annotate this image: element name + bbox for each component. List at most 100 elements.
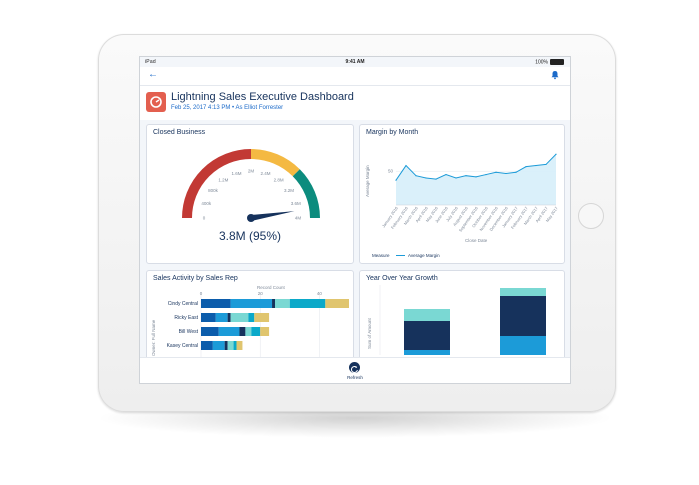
yoy-bar-segment: [404, 321, 450, 350]
margin-by-month-title: Margin by Month: [366, 129, 419, 136]
sales-bar-segment: [215, 313, 228, 322]
gauge-tick-label: 1.6M: [231, 171, 241, 176]
margin-point: [395, 179, 397, 181]
margin-ylabel: Average Margin: [365, 165, 370, 197]
dashboard-icon: [146, 92, 166, 112]
refresh-icon[interactable]: [349, 362, 360, 373]
margin-point: [455, 177, 457, 179]
gauge-tick-label: 1.2M: [218, 177, 228, 182]
sales-bar-segment: [275, 299, 290, 308]
sales-bar-segment: [224, 341, 228, 350]
margin-xlabel: Close Date: [465, 238, 488, 243]
sales-activity-title: Sales Activity by Sales Rep: [153, 275, 238, 282]
sales-bar-segment: [233, 341, 237, 350]
device-label: iPad: [145, 59, 156, 65]
margin-area: [396, 154, 556, 205]
gauge-band-1: [250, 149, 300, 177]
home-button[interactable]: [578, 203, 604, 229]
gauge-tick-label: 4M: [295, 216, 302, 221]
gauge-tick-label: 0: [203, 216, 206, 221]
battery-percent: 100%: [535, 59, 548, 66]
legend-item: Average Margin: [408, 253, 440, 258]
sales-bar-segment: [248, 313, 255, 322]
gauge-tick-label: 3.2M: [284, 188, 294, 193]
yoy-bar-segment: [500, 336, 546, 355]
legend-title: Measure: [372, 253, 390, 258]
margin-point: [515, 171, 517, 173]
margin-point: [475, 176, 477, 178]
yoy-bar-chart: [379, 285, 546, 355]
legend-swatch: [396, 255, 405, 256]
status-bar: iPad 9:41 AM 100%: [140, 57, 570, 67]
sales-xtick: 0: [200, 291, 203, 296]
closed-business-gauge: 0 400k 800k 1.2M1.6M 2M 2.4M2.8M 3.2M 3.6M 4M: [182, 149, 320, 222]
sales-rep-label: Ricky East: [174, 315, 198, 321]
gauge-tick-label: 2.8M: [274, 177, 284, 182]
sales-bar-segment: [201, 299, 231, 308]
sales-bar-segment: [201, 341, 213, 350]
bottom-bar: Refresh: [140, 357, 570, 383]
margin-point: [485, 173, 487, 176]
sales-xlabel: Record Count: [257, 285, 285, 290]
margin-point: [535, 164, 537, 167]
nav-bar: ←: [140, 67, 570, 85]
margin-point: [465, 175, 467, 177]
sales-bar-segment: [251, 327, 261, 336]
app-screen: iPad 9:41 AM 100% ← Lightning Sales Exec…: [139, 56, 571, 384]
margin-point: [415, 175, 417, 177]
gauge-tick-label: 2M: [248, 169, 255, 174]
gauge-tick-label: 400k: [201, 201, 212, 206]
sales-bar-segment: [260, 327, 270, 336]
sales-xtick: 40: [317, 291, 323, 296]
sales-ylabel: Owner: Full Name: [151, 319, 156, 356]
sales-bar-segment: [227, 341, 234, 350]
battery-icon: [550, 59, 564, 65]
sales-bar-segment: [325, 299, 349, 308]
margin-point: [555, 153, 557, 155]
dashboard-header: Lightning Sales Executive Dashboard Feb …: [140, 85, 570, 120]
sales-rep-label: Bill West: [179, 329, 199, 335]
margin-point: [495, 171, 497, 173]
sales-bar-segment: [230, 313, 249, 322]
yoy-bar-segment: [404, 350, 450, 355]
yoy-growth-card[interactable]: Year Over Year Growth Sum of Amount: [359, 270, 565, 360]
gauge-needle-hub: [247, 214, 255, 222]
sales-activity-card[interactable]: Sales Activity by Sales Rep Record Count…: [146, 270, 354, 360]
sales-bar-segment: [201, 313, 216, 322]
yoy-bar-segment: [404, 309, 450, 321]
gauge-band-2: [292, 169, 320, 219]
dashboard-subtitle: Feb 25, 2017 4:13 PM • As Elliot Forrest…: [171, 105, 284, 111]
refresh-button-label[interactable]: Refresh: [347, 375, 363, 380]
sales-bar-chart: 0 20 40 Cindy Central Ricky East Bill West Kas…: [167, 291, 349, 359]
sales-bar-segment: [218, 327, 240, 336]
gauge-needle: [250, 211, 295, 221]
margin-point: [435, 178, 437, 180]
margin-ytick: 50: [388, 169, 394, 174]
sales-bar-segment: [254, 313, 270, 322]
gauge-tick-label: 2.4M: [261, 171, 271, 176]
sales-bar-segment: [289, 299, 326, 308]
yoy-bar-segment: [500, 288, 546, 296]
sales-bar-segment: [245, 327, 252, 336]
closed-business-value: 3.8M (95%): [218, 229, 282, 243]
sales-rep-label: Cindy Central: [168, 301, 198, 307]
sales-bar-segment: [236, 341, 243, 350]
sales-bar-segment: [230, 299, 273, 308]
yoy-growth-title: Year Over Year Growth: [366, 275, 438, 282]
gauge-tick-label: 800k: [208, 188, 219, 193]
margin-point: [525, 166, 527, 168]
yoy-bar-segment: [500, 296, 546, 336]
margin-by-month-card[interactable]: Margin by Month 50 January 2016 February 2…: [359, 124, 565, 264]
status-time: 9:41 AM: [345, 59, 365, 65]
dashboard-title: Lightning Sales Executive Dashboard: [171, 91, 354, 103]
notification-bell-icon[interactable]: [550, 70, 560, 80]
yoy-ylabel: Sum of Amount: [367, 318, 372, 349]
sales-bar-segment: [227, 313, 231, 322]
battery-indicator: 100%: [535, 59, 564, 65]
back-arrow-icon[interactable]: ←: [148, 69, 158, 80]
margin-point: [445, 173, 447, 176]
margin-point: [425, 177, 427, 179]
margin-point: [405, 164, 407, 167]
closed-business-card[interactable]: Closed Business 0 400k 800k 1.2M 1.6M 2M 2.4M 2…: [146, 124, 354, 264]
